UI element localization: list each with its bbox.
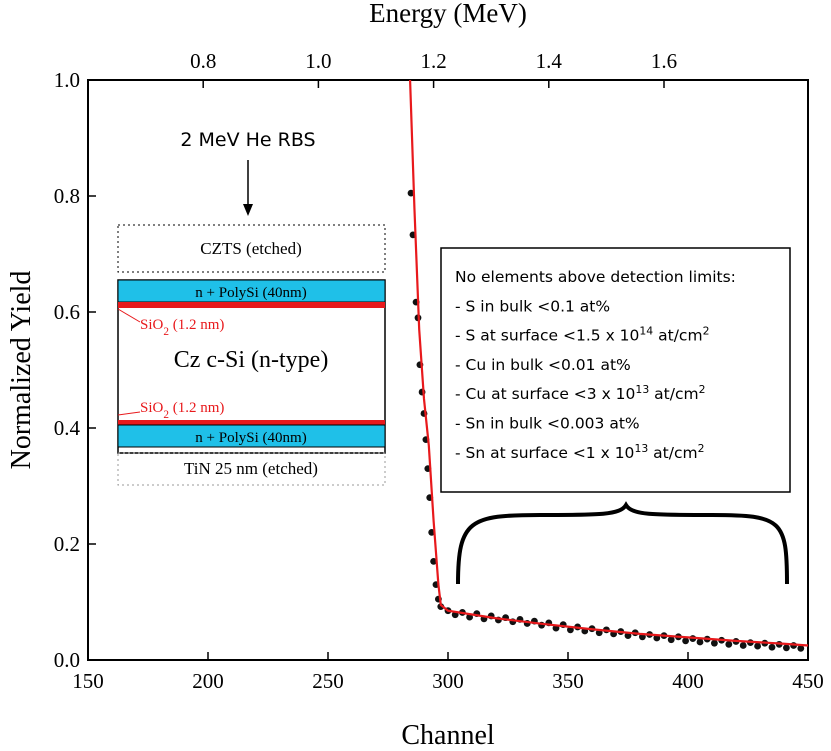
- data-point: [696, 638, 704, 646]
- text-part: 2: [163, 409, 169, 421]
- data-point: [797, 645, 805, 652]
- y-tick-label: 0.8: [54, 184, 80, 208]
- oxide-label: SiO2 (1.2 nm): [140, 317, 224, 338]
- text-part: 13: [634, 441, 648, 454]
- text-part: 2: [163, 326, 169, 338]
- data-point: [783, 644, 790, 652]
- arrow-head: [243, 204, 253, 216]
- text-part: 13: [635, 383, 649, 396]
- layer-label: TiN 25 nm (etched): [184, 459, 318, 478]
- oxide-top: [118, 302, 385, 308]
- beam-label: 2 MeV He RBS: [180, 129, 315, 151]
- data-point: [667, 636, 675, 644]
- data-point: [739, 642, 747, 649]
- text-part: at/cm: [648, 444, 697, 462]
- x2-axis-title: Energy (MeV): [369, 0, 527, 28]
- x-tick-label: 400: [672, 669, 704, 693]
- note-line: - Sn at surface <1 x 1013 at/cm2: [455, 441, 705, 462]
- text-part: (1.2 nm): [169, 400, 224, 416]
- data-point: [711, 639, 718, 647]
- data-point: [430, 558, 437, 565]
- note-line: - Cu at surface <3 x 1013 at/cm2: [455, 383, 706, 404]
- y-tick-label: 0.4: [54, 416, 81, 440]
- text-part: - Cu at surface <3 x 10: [455, 385, 635, 403]
- text-part: - S in bulk <0.1 at%: [455, 297, 610, 315]
- data-point: [725, 640, 733, 648]
- text-part: 2: [699, 383, 706, 396]
- data-point: [407, 189, 415, 197]
- czts-layer: [117, 224, 386, 273]
- substrate-label: Cz c-Si (n-type): [174, 347, 329, 373]
- text-part: - Cu in bulk <0.01 at%: [455, 356, 631, 374]
- x-tick-label: 200: [192, 669, 224, 693]
- y-tick-label: 0.0: [54, 648, 80, 672]
- x2-tick-label: 1.2: [420, 49, 446, 73]
- text-part: 14: [639, 324, 653, 337]
- x2-tick-label: 0.8: [190, 49, 216, 73]
- text-part: - S at surface <1.5 x 10: [455, 327, 639, 345]
- y-tick-label: 0.6: [54, 300, 80, 324]
- y-tick-label: 1.0: [54, 68, 80, 92]
- fit-line: [408, 79, 809, 647]
- text-part: - Sn in bulk <0.003 at%: [455, 415, 640, 433]
- note-line: - Cu in bulk <0.01 at%: [455, 356, 631, 374]
- tin-layer: [117, 452, 386, 486]
- inset: 2 MeV He RBS CZTS (etched) n + PolySi (4…: [117, 129, 386, 486]
- text-part: SiO: [140, 317, 164, 333]
- text-part: - Sn at surface <1 x 10: [455, 444, 634, 462]
- polysi-bottom: [117, 424, 386, 448]
- note-box: [440, 247, 791, 493]
- x-tick-label: 300: [432, 669, 464, 693]
- layer-label: n + PolySi (40nm): [195, 285, 306, 301]
- x2-tick-label: 1.0: [305, 49, 331, 73]
- leader: [117, 411, 141, 416]
- brace: [456, 501, 789, 585]
- oxide-label: SiO2 (1.2 nm): [140, 400, 224, 421]
- text-part: (1.2 nm): [169, 317, 224, 333]
- data-point: [754, 642, 761, 650]
- x2-tick-label: 1.4: [536, 49, 563, 73]
- text-part: 2: [698, 441, 705, 454]
- oxide-bottom: [118, 420, 385, 425]
- x-tick-label: 150: [72, 669, 104, 693]
- note-line: No elements above detection limits:: [455, 268, 736, 286]
- text-part: SiO: [140, 400, 164, 416]
- text-part: No elements above detection limits:: [455, 268, 736, 286]
- note-line: - S at surface <1.5 x 1014 at/cm2: [455, 324, 709, 345]
- x-tick-label: 250: [312, 669, 344, 693]
- text-part: 2: [703, 324, 710, 337]
- y-tick-label: 0.2: [54, 532, 80, 556]
- data-point: [682, 637, 689, 645]
- text-part: at/cm: [653, 327, 702, 345]
- leader: [117, 308, 141, 323]
- layer-label: CZTS (etched): [200, 239, 302, 258]
- x-tick-label: 450: [792, 669, 824, 693]
- x-axis-title: Channel: [401, 720, 495, 751]
- y-axis-title: Normalized Yield: [6, 271, 37, 470]
- note-line: - S in bulk <0.1 at%: [455, 297, 610, 315]
- data-point: [768, 643, 776, 651]
- note-line: - Sn in bulk <0.003 at%: [455, 415, 640, 433]
- layer-label: n + PolySi (40nm): [195, 430, 306, 446]
- x2-tick-label: 1.6: [651, 49, 677, 73]
- text-part: at/cm: [649, 385, 698, 403]
- x-tick-label: 350: [552, 669, 584, 693]
